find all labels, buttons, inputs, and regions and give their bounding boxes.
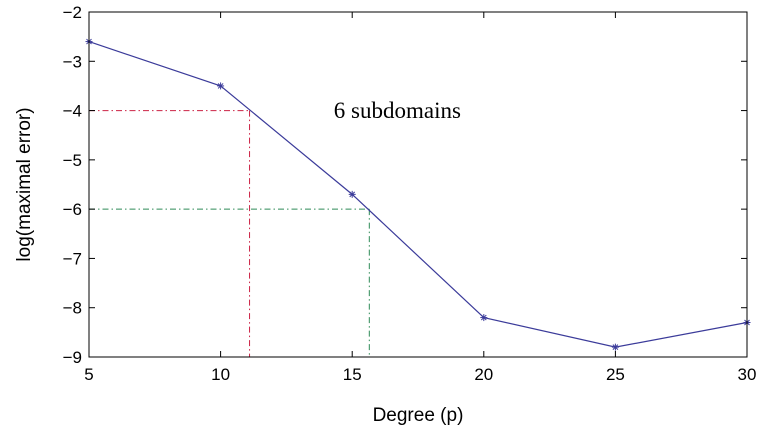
x-tick-label: 20 [474, 365, 493, 384]
series-line [88, 41, 748, 348]
reference-lines [89, 110, 370, 357]
y-tick-label: −2 [63, 3, 82, 22]
x-axis-label: Degree (p) [373, 405, 464, 426]
y-tick-label: −9 [63, 348, 82, 367]
y-tick-label: −4 [63, 102, 82, 121]
plot-frame [88, 11, 748, 358]
y-tick-label: −3 [63, 52, 82, 71]
x-tick-label: 5 [84, 365, 93, 384]
annotations: 6 subdomains [334, 98, 461, 123]
axis-ticks: 5 10 15 20 25 30 −9 −8 −7 −6 −5 −4 −3 −2 [63, 3, 757, 384]
y-tick-label: −5 [63, 151, 82, 170]
y-tick-label: −6 [63, 200, 82, 219]
data-point [217, 82, 225, 90]
y-tick-label: −7 [63, 249, 82, 268]
data-point [480, 314, 488, 322]
y-axis-label: log(maximal error) [14, 107, 35, 261]
x-tick-label: 30 [738, 365, 757, 384]
data-point [611, 343, 619, 351]
x-tick-label: 15 [343, 365, 362, 384]
x-tick-label: 25 [606, 365, 625, 384]
x-tick-label: 10 [211, 365, 230, 384]
y-tick-label: −8 [63, 299, 82, 318]
data-point [348, 190, 356, 198]
annotation-text: 6 subdomains [334, 98, 461, 123]
series-lines [88, 41, 748, 348]
series-markers [85, 38, 751, 351]
